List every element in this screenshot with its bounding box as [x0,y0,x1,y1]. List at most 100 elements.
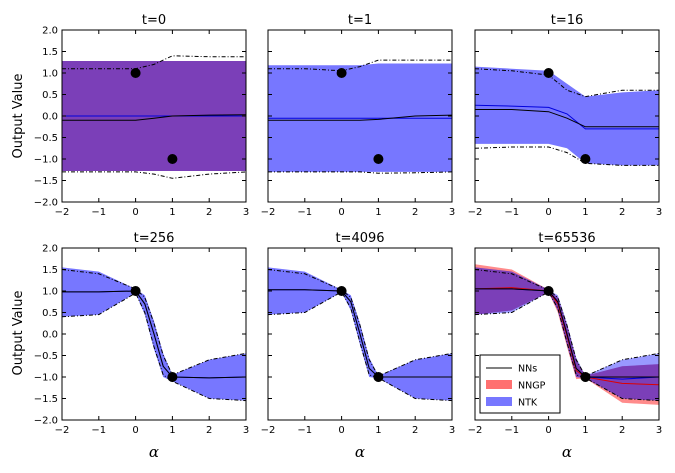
panel-3: −2 −1 0 1 2 3 t=16 [468,13,663,218]
ntk-band [475,66,659,166]
plot-area [475,264,659,405]
y-tick-label: −0.5 [34,133,58,144]
y-tick-label: 1.0 [42,69,58,80]
y-tick-label: 2.0 [42,26,58,37]
y-tick-label: 1.0 [42,287,58,298]
xlabel-middle: α [355,443,365,461]
nn-mean-line [268,114,452,121]
panel-title: t=256 [134,231,175,246]
y-tick-label: −0.5 [34,351,58,362]
panel-title: t=65536 [538,231,595,246]
y-tick-label: −1.5 [34,176,58,187]
nn-lower-line [475,291,659,402]
nn-upper-line [475,68,659,98]
y-tick-label: 0.5 [42,90,58,101]
x-tick-label: 3 [449,425,455,436]
ylabel-top: Output Value [11,74,26,159]
train-point [130,68,141,78]
x-tick-label: 1 [375,425,381,436]
x-tick-label: −2 [468,207,483,218]
y-tick-label: 0.0 [42,112,58,123]
x-tick-label: 2 [412,207,418,218]
nn-upper-line [268,59,452,72]
ylabel-bottom: Output Value [11,291,26,376]
x-tick-label: −2 [261,425,276,436]
nn-lower-line [268,291,452,402]
x-tick-label: 3 [243,425,249,436]
panel-title: t=16 [551,13,584,28]
plot-area [62,267,246,402]
x-tick-label: 1 [169,207,175,218]
x-tick-label: −2 [55,207,70,218]
train-point [580,154,591,164]
ntk-mean-line [475,104,659,130]
legend-swatch-band [486,380,512,389]
x-tick-label: 1 [582,425,588,436]
x-tick-label: −1 [297,425,312,436]
train-point [167,154,178,164]
legend-label: NNGP [518,381,546,392]
x-tick-label: −1 [91,207,106,218]
plot-area [268,267,452,402]
nn-mean-line [475,288,659,378]
nn-lower-line [62,171,246,179]
nn-upper-line [475,269,659,377]
x-tick-label: 3 [243,207,249,218]
nngp-mean-line [475,287,659,386]
y-tick-label: 1.5 [42,265,58,276]
train-point [373,372,384,382]
plot-area [268,59,452,174]
nn-upper-line [62,55,246,70]
train-point [373,154,384,164]
x-tick-label: 3 [656,425,662,436]
nn-mean-line [62,114,246,121]
train-point [336,68,347,78]
x-tick-label: 2 [619,207,625,218]
nn-lower-line [268,171,452,174]
panel-1: −2 −1 0 1 2 3 −2.0 −1.5 −1.0 −0.5 0.0 0.5 1.0 1.5 2.0 t… [34,13,249,218]
train-point [130,286,141,296]
x-tick-label: −2 [261,207,276,218]
y-tick-label: −1.0 [34,373,58,384]
nn-mean-line [268,289,452,378]
legend-swatch-band [486,397,512,406]
panel-title: t=1 [348,13,372,28]
xlabel-right: α [562,443,572,461]
nn-upper-line [268,269,452,377]
x-tick-label: 2 [206,207,212,218]
nn-mean-line [62,290,246,379]
x-tick-label: 1 [169,425,175,436]
x-tick-label: 2 [619,425,625,436]
x-tick-label: 1 [582,207,588,218]
panels: −2 −1 0 1 2 3 −2.0 −1.5 −1.0 −0.5 0.0 0.5 1.0 1.5 2.0 t… [34,13,662,436]
xlabel-left: α [149,443,159,461]
x-tick-label: 0 [338,207,344,218]
x-tick-label: −1 [504,425,519,436]
plot-area [475,66,659,166]
panel-4: −2 −1 0 1 2 3 −2.0 −1.5 −1.0 −0.5 0.0 0.5 1.0 1.5 2.0 t… [34,231,249,436]
x-tick-label: 0 [545,425,551,436]
x-tick-label: 0 [338,425,344,436]
x-tick-label: −1 [91,425,106,436]
x-tick-label: 3 [656,207,662,218]
x-tick-label: 2 [206,425,212,436]
panel-2: −2 −1 0 1 2 3 t=1 [261,13,456,218]
x-tick-label: −2 [468,425,483,436]
y-tick-label: 1.5 [42,47,58,58]
nn-upper-line [62,269,246,376]
panel-title: t=0 [142,13,166,28]
nn-lower-line [62,292,246,402]
train-point [167,372,178,382]
y-tick-label: 2.0 [42,244,58,255]
panel-6: −2 −1 0 1 2 3 t=65536 NNs NNGP NTK [468,231,663,436]
train-point [543,68,554,78]
x-tick-label: −2 [55,425,70,436]
x-tick-label: 2 [412,425,418,436]
y-tick-label: −2.0 [34,198,58,209]
x-tick-label: −1 [297,207,312,218]
train-point [336,286,347,296]
y-tick-label: 0.5 [42,308,58,319]
nn-lower-line [475,146,659,166]
legend: NNs NNGP NTK [479,354,561,414]
